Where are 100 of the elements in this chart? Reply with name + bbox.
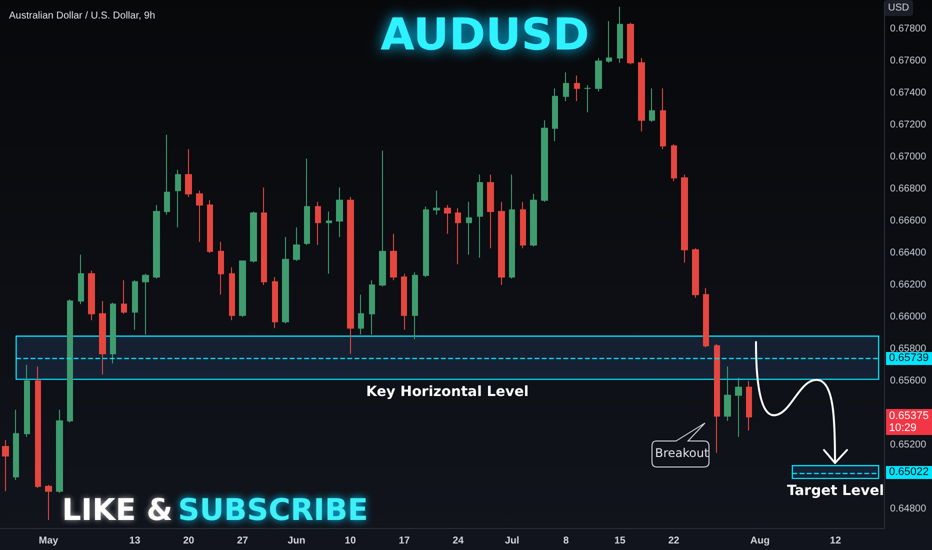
band-label: Target Level	[786, 483, 884, 500]
candlestick	[45, 484, 52, 521]
x-tick-label: 15	[614, 536, 626, 546]
x-tick-label: Aug	[750, 536, 770, 546]
x-tick-label: 27	[237, 536, 249, 546]
candlestick	[315, 201, 321, 246]
x-tick-label: 12	[830, 536, 842, 546]
y-axis-title: USD	[888, 2, 910, 14]
candlestick	[444, 204, 451, 234]
candlestick	[692, 248, 699, 298]
candlestick	[164, 134, 170, 216]
x-tick-label: Jun	[288, 536, 306, 546]
y-tick-label: 0.67200	[890, 120, 927, 131]
candlestick	[13, 409, 19, 481]
annotation: Breakout	[655, 446, 709, 460]
y-tick-label: 0.65200	[890, 439, 927, 450]
y-tick-label: 0.66800	[890, 184, 927, 195]
x-tick-label: 17	[398, 536, 410, 546]
band-label: Key Horizontal Level	[366, 384, 529, 400]
candlestick	[121, 280, 127, 314]
candlestick	[638, 57, 645, 132]
candlestick	[477, 174, 483, 258]
candlestick	[2, 440, 9, 492]
candlestick	[67, 298, 73, 423]
candlestick	[412, 272, 418, 340]
candlestick	[530, 193, 537, 248]
y-tick-label: 0.67800	[890, 24, 927, 35]
candlestick	[660, 88, 666, 150]
candlestick	[250, 210, 257, 264]
candlestick	[606, 20, 612, 64]
x-tick-label: 8	[563, 536, 570, 546]
candlestick	[304, 158, 310, 246]
candlestick	[196, 190, 203, 242]
candlestick	[207, 200, 213, 254]
candlestick	[358, 294, 364, 336]
candlestick	[455, 208, 461, 265]
candlestick	[401, 273, 407, 330]
y-tick-label: 0.66600	[890, 216, 927, 227]
candlestick	[99, 300, 106, 376]
x-tick-label: May	[38, 536, 59, 546]
candlestick	[56, 409, 63, 494]
candlestick	[282, 236, 289, 324]
candlestick	[563, 72, 569, 102]
ref-line-label: 0.65739	[886, 352, 932, 365]
candlestick	[584, 84, 591, 113]
candlestick	[595, 57, 602, 92]
y-tick-label: 0.67600	[890, 56, 927, 67]
candlestick	[390, 233, 397, 281]
x-tick-label: 13	[129, 536, 141, 546]
candlestick	[649, 88, 655, 122]
candlestick	[293, 226, 300, 262]
candlestick	[671, 144, 677, 182]
y-tick-label: 0.66200	[890, 279, 927, 290]
candlestick	[714, 344, 720, 454]
candlestick	[142, 273, 149, 336]
candlestick	[520, 201, 526, 249]
ref-line-label: 0.65022	[886, 466, 932, 480]
x-tick-label: 20	[183, 536, 195, 546]
y-tick-label: 0.67000	[890, 152, 927, 163]
x-tick-label: Jul	[504, 536, 520, 546]
candlestick	[703, 288, 709, 348]
candlestick	[574, 75, 580, 102]
candlestick	[110, 302, 116, 364]
candlestick	[617, 6, 623, 64]
y-tick-label: 0.65800	[890, 343, 927, 354]
candlestick	[218, 241, 224, 296]
candlestick	[239, 260, 246, 318]
candlestick	[487, 174, 494, 249]
candlestick	[336, 186, 343, 238]
candlestick	[735, 377, 742, 438]
candlestick	[326, 210, 332, 274]
candlestick	[627, 22, 634, 65]
x-tick-label: 10	[344, 536, 356, 546]
x-tick-label: 24	[452, 536, 464, 546]
candlestick	[272, 276, 278, 329]
annotation: SUBSCRIBE	[178, 493, 368, 528]
candlestick	[433, 190, 440, 216]
candlestick	[552, 88, 558, 142]
candlestick	[153, 204, 160, 280]
candlestick	[498, 201, 505, 286]
candlestick	[261, 186, 267, 286]
candlestick	[681, 174, 688, 264]
candlestick	[88, 270, 95, 321]
candlestick	[35, 366, 41, 489]
y-tick-label: 0.67400	[890, 88, 927, 99]
candlestick	[185, 148, 192, 198]
x-tick-label: 22	[668, 536, 680, 546]
candlestick	[78, 254, 84, 305]
y-tick-label: 0.64800	[890, 503, 927, 514]
text: 0.65375	[889, 410, 929, 422]
candlestick	[132, 280, 138, 330]
text: Australian Dollar / U.S. Dollar, 9h	[9, 10, 156, 22]
text: 10:29	[889, 422, 918, 434]
y-tick-label: 0.65600	[890, 375, 927, 386]
candlestick	[347, 196, 354, 354]
annotation: LIKE &	[62, 493, 173, 528]
candlestick	[541, 120, 548, 202]
candlestick	[175, 169, 181, 228]
chart-title: AUDUSD	[380, 10, 590, 60]
candlestick	[466, 201, 472, 256]
